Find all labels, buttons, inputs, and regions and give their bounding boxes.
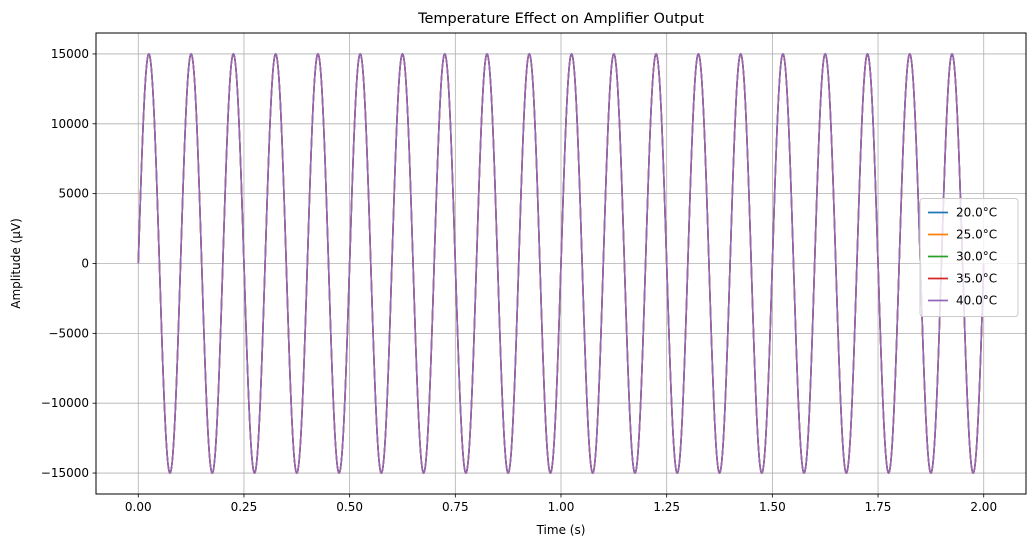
x-axis-label: Time (s) bbox=[536, 523, 586, 537]
series-lines bbox=[137, 52, 985, 475]
y-tick-label: −5000 bbox=[48, 326, 89, 340]
legend: 20.0°C 25.0°C 30.0°C 35.0°C 40.0°C bbox=[919, 198, 1019, 317]
y-tick-label: 15000 bbox=[51, 47, 89, 61]
x-tick-label: 0.25 bbox=[231, 500, 258, 514]
x-tick-label: 1.75 bbox=[865, 500, 892, 514]
x-tick-label: 0.75 bbox=[442, 500, 469, 514]
x-tick-label: 1.00 bbox=[548, 500, 575, 514]
y-tick-label: 5000 bbox=[58, 187, 89, 201]
x-tick-label: 1.25 bbox=[653, 500, 680, 514]
grid bbox=[96, 33, 1026, 494]
y-tick-label: 0 bbox=[81, 257, 89, 271]
y-tick-label: 10000 bbox=[51, 117, 89, 131]
x-axis-ticks: 0.00 0.25 0.50 0.75 1.00 1.25 1.50 1.75 2.00 bbox=[125, 494, 997, 514]
y-axis-label: Amplitude (µV) bbox=[9, 218, 23, 309]
series-line-4 bbox=[137, 52, 985, 475]
legend-label: 35.0°C bbox=[956, 272, 997, 286]
y-axis-ticks: −15000 −10000 −5000 0 5000 10000 15000 bbox=[41, 47, 96, 480]
chart-title: Temperature Effect on Amplifier Output bbox=[417, 11, 704, 27]
legend-label: 25.0°C bbox=[956, 228, 997, 242]
x-tick-label: 0.50 bbox=[336, 500, 363, 514]
x-tick-label: 1.50 bbox=[759, 500, 786, 514]
y-tick-label: −10000 bbox=[41, 396, 89, 410]
y-tick-label: −15000 bbox=[41, 466, 89, 480]
legend-label: 20.0°C bbox=[956, 206, 997, 220]
x-tick-label: 2.00 bbox=[970, 500, 997, 514]
legend-label: 40.0°C bbox=[956, 294, 997, 308]
x-tick-label: 0.00 bbox=[125, 500, 152, 514]
legend-box bbox=[919, 198, 1019, 317]
legend-label: 30.0°C bbox=[956, 250, 997, 264]
